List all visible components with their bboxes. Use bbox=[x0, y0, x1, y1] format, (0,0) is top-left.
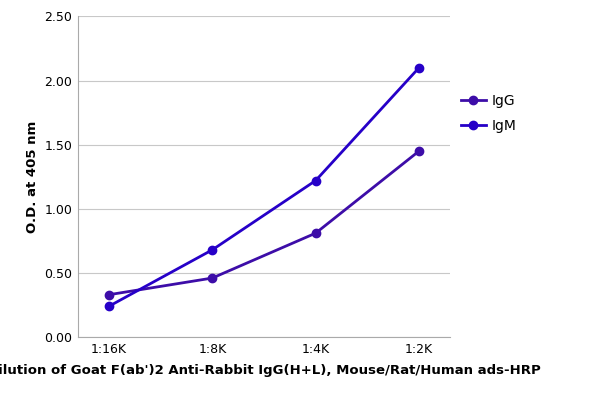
IgG bbox=[209, 275, 216, 280]
IgM bbox=[312, 178, 319, 183]
X-axis label: Dilution of Goat F(ab')2 Anti-Rabbit IgG(H+L), Mouse/Rat/Human ads-HRP: Dilution of Goat F(ab')2 Anti-Rabbit IgG… bbox=[0, 364, 541, 377]
IgM bbox=[415, 65, 422, 70]
IgM bbox=[209, 247, 216, 252]
IgG bbox=[106, 292, 113, 297]
Y-axis label: O.D. at 405 nm: O.D. at 405 nm bbox=[26, 120, 39, 233]
Line: IgM: IgM bbox=[105, 64, 423, 310]
IgM bbox=[106, 304, 113, 309]
IgG bbox=[415, 149, 422, 154]
Line: IgG: IgG bbox=[105, 147, 423, 299]
Legend: IgG, IgM: IgG, IgM bbox=[461, 94, 516, 133]
IgG bbox=[312, 231, 319, 236]
